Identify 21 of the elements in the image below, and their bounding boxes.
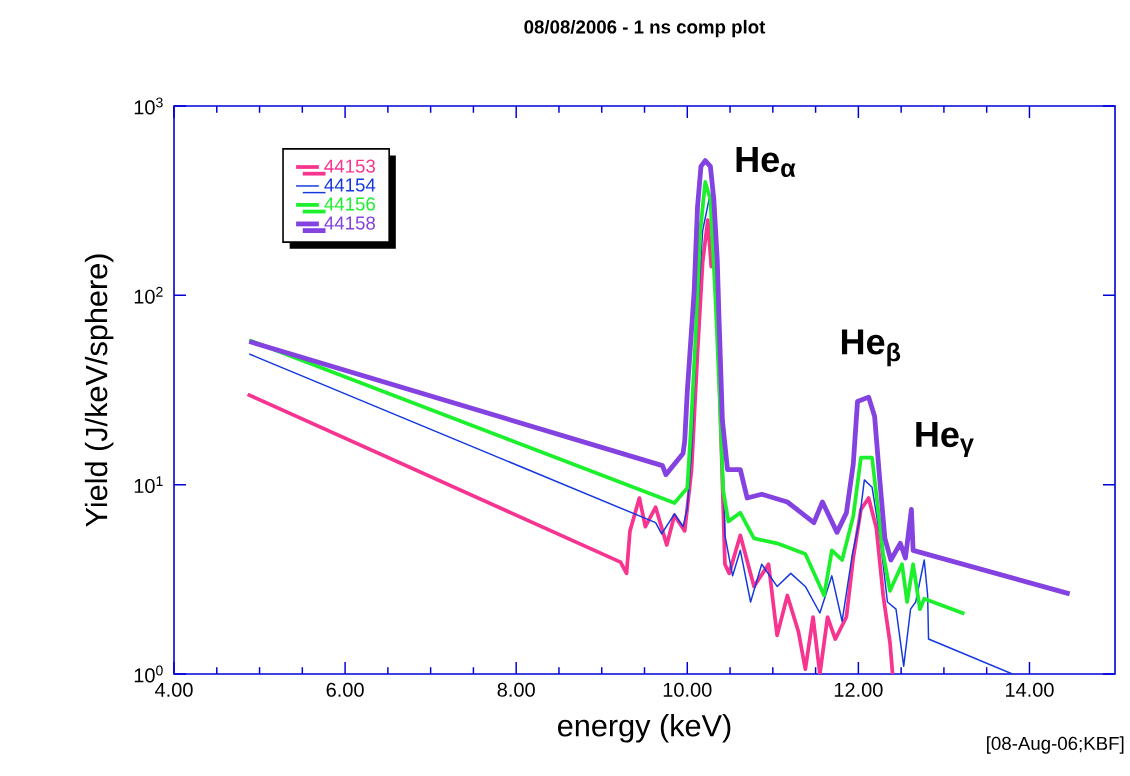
y-axis-title: Yield (J/keV/sphere)	[84, 254, 114, 527]
x-tick-label: 6.00	[326, 682, 364, 697]
annotation: He$_{α}$	[736, 147, 796, 178]
legend-label: 44158	[324, 216, 376, 230]
legend-label: 44156	[324, 197, 375, 211]
annotation: He$_{γ}$	[916, 422, 974, 457]
annotation: He$_{β}$	[841, 329, 901, 367]
x-tick-label: 12.00	[834, 682, 883, 697]
y-tick-label: 10$^{0}$	[134, 665, 163, 683]
y-tick-label: 10$^{1}$	[134, 476, 163, 494]
chart-title: 08/08/2006 - 1 ns comp plot	[524, 19, 766, 38]
text: [08-Aug-06;KBF]	[987, 736, 1124, 754]
legend-label: 44153	[324, 159, 375, 173]
legend-label: 44154	[324, 178, 376, 192]
y-tick-label: 10$^{3}$	[134, 97, 163, 115]
x-tick-label: 4.00	[155, 682, 193, 697]
x-tick-label: 14.00	[1005, 682, 1054, 697]
x-axis-title: energy (keV)	[558, 714, 731, 743]
x-tick-label: 8.00	[497, 682, 535, 697]
x-tick-label: 10.00	[663, 682, 712, 697]
y-tick-label: 10$^{2}$	[134, 286, 163, 304]
